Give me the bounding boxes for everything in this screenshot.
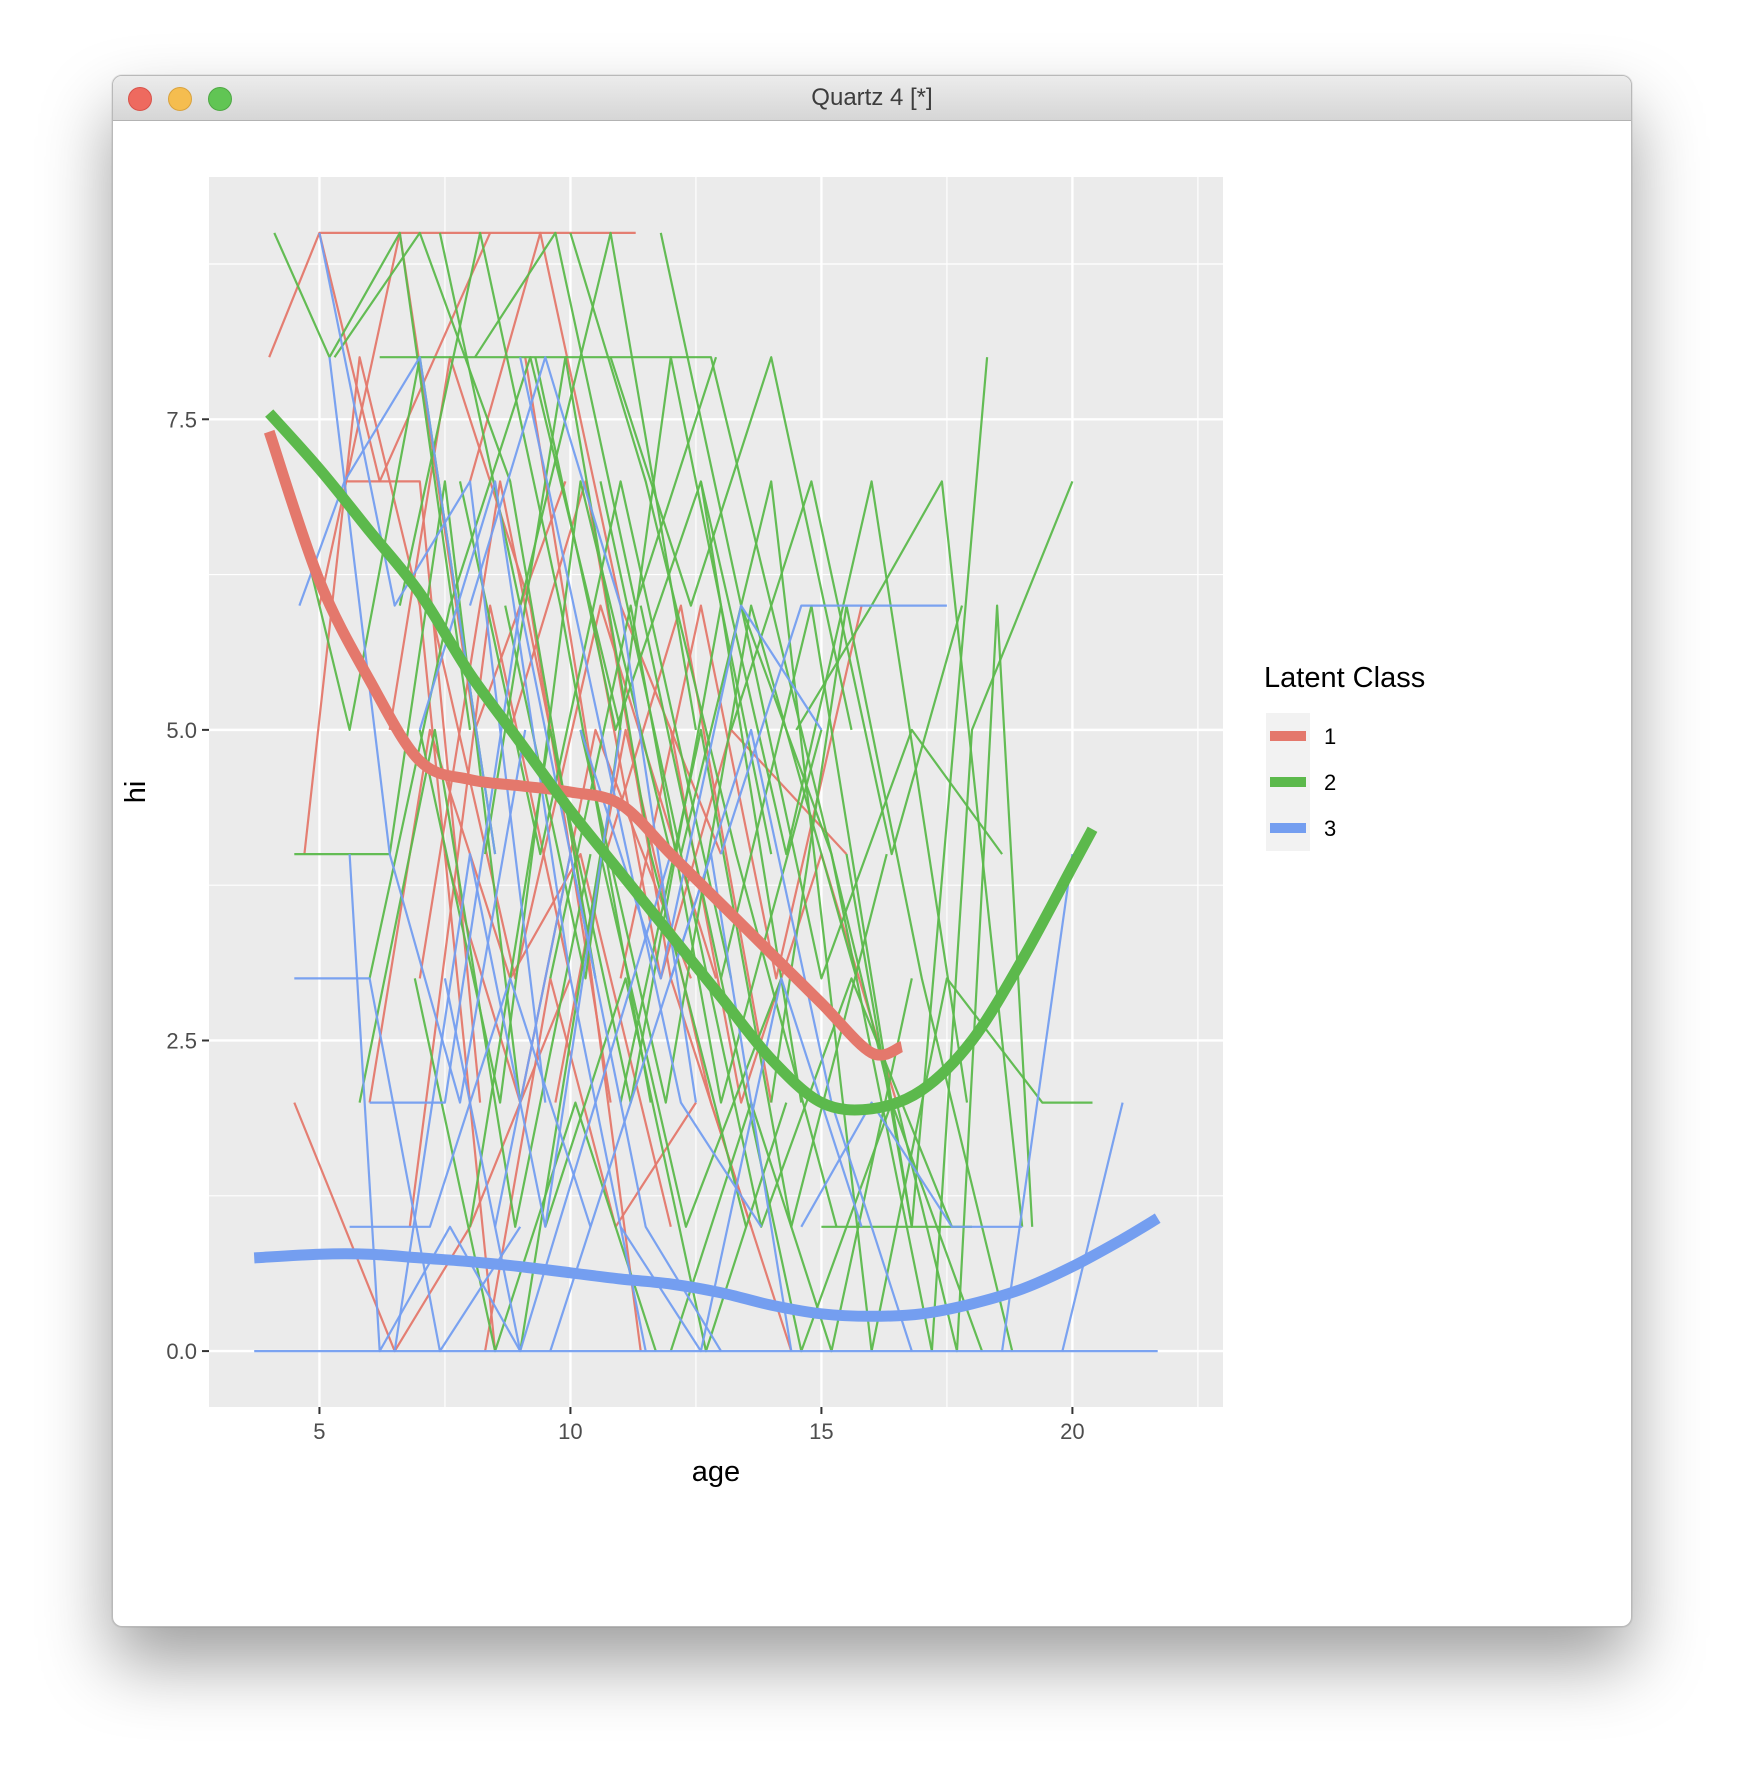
y-tick-label: 5.0 [166,718,197,743]
trajectory-class-2 [458,480,733,979]
trajectory-class-3 [1061,1102,1124,1352]
smooth-curve-class-2 [265,409,1098,1116]
trajectory-class-2 [273,231,472,731]
legend-label: 2 [1324,770,1336,795]
trajectory-class-2 [474,231,718,607]
trajectory-class-2 [294,480,522,1103]
legend-title: Latent Class [1264,662,1425,694]
trajectory-class-2 [699,480,969,1103]
trajectory-lines [254,231,1158,1353]
y-tick-label: 0.0 [166,1339,197,1364]
y-axis-label: hi [120,781,152,804]
trajectory-class-3 [328,357,527,1104]
trajectory-class-3 [393,729,622,1352]
trajectory-class-2 [569,232,838,1228]
trajectory-class-2 [740,605,1003,980]
smooth-curve-class-3 [253,1213,1161,1322]
x-tick-label: 5 [313,1419,325,1444]
y-tick-label: 2.5 [166,1028,197,1053]
trajectory-class-3 [348,854,522,1353]
trajectory-class-3 [318,232,547,1103]
legend-label: 3 [1324,816,1336,841]
x-tick-label: 15 [809,1419,833,1444]
title-bar[interactable]: Quartz 4 [*] [113,76,1631,121]
trajectory-class-2 [895,604,1034,1353]
trajectory-class-2 [579,604,858,1104]
trajectory-class-2 [599,480,873,1352]
trajectory-class-2 [845,357,989,1228]
trajectory-class-2 [484,356,748,1228]
legend: Latent Class 1 2 3 [1264,662,1425,851]
trajectory-class-1 [418,480,642,1352]
trajectory-class-3 [294,977,522,1353]
window-title: Quartz 4 [*] [811,84,933,111]
y-tick-label: 7.5 [166,407,197,432]
trajectory-class-2 [358,728,592,1228]
trajectory-class-3 [719,604,947,855]
trajectory-class-2 [639,604,913,1227]
x-tick-label: 10 [558,1419,582,1444]
x-tick-label: 20 [1060,1419,1084,1444]
close-button[interactable] [128,87,152,111]
zoom-button[interactable] [208,87,232,111]
smooth-curve-class-1 [263,429,904,1061]
trajectory-class-2 [870,977,1093,1352]
plot-area: 5 10 15 20 0.0 2.5 5.0 7.5 age hi Latent Class … [113,121,1631,1626]
chart-svg: 5 10 15 20 0.0 2.5 5.0 7.5 age hi Latent Class … [120,177,1425,1488]
trajectory-class-3 [669,728,913,1352]
trajectory-class-3 [443,853,672,1353]
plot-window: Quartz 4 [*] 5 10 15 20 0.0 2.5 5.0 7.5 age hi … [112,75,1632,1627]
trajectory-class-2 [730,480,964,856]
trajectory-class-2 [930,480,1074,1352]
trajectory-class-3 [800,1101,1023,1228]
smooth-curves [253,409,1161,1322]
trajectory-class-1 [484,977,697,1352]
x-axis-label: age [692,1456,740,1488]
trajectory-class-3 [418,480,647,1352]
minimize-button[interactable] [168,87,192,111]
trajectory-class-3 [468,356,697,1103]
trajectory-class-1 [589,605,848,980]
axes: 5 10 15 20 0.0 2.5 5.0 7.5 [166,407,1084,1444]
trajectory-class-2 [795,480,1024,1227]
trajectory-class-2 [669,978,913,1353]
trajectory-class-2 [413,978,657,1353]
trajectory-class-2 [544,977,788,1353]
legend-label: 1 [1324,724,1336,749]
trajectory-class-3 [1001,853,1074,1352]
trajectory-class-2 [534,356,803,1103]
trajectory-class-2 [609,356,853,731]
